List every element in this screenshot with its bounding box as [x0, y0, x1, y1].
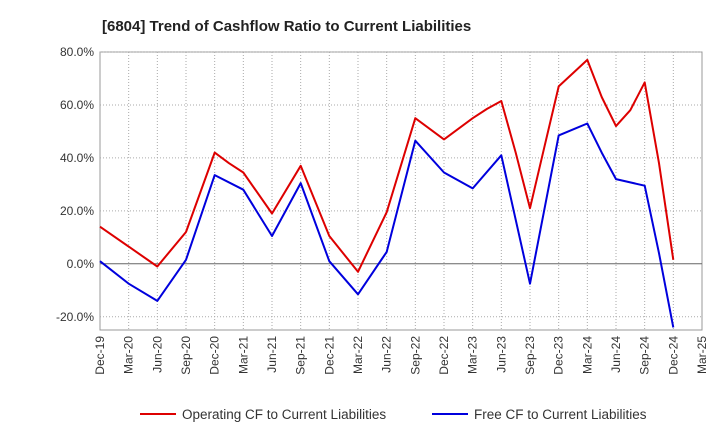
x-axis-tick-labels: Dec-19 Mar-20 Jun-20 Sep-20 Dec-20 Mar-21 Jun-… — [93, 336, 709, 375]
x-tick-label: Sep-23 — [523, 336, 537, 375]
x-tick-label: Jun-20 — [150, 336, 164, 373]
free-cf-line — [99, 122, 675, 328]
x-tick-label: Jun-24 — [609, 336, 623, 373]
chart-title: [6804] Trend of Cashflow Ratio to Curren… — [102, 18, 471, 35]
x-tick-label: Mar-21 — [236, 336, 250, 374]
grid-lines — [100, 51, 702, 330]
operating-cf-line — [99, 58, 675, 273]
x-tick-label: Sep-22 — [408, 336, 422, 375]
y-tick-label: 80.0% — [60, 45, 94, 59]
x-tick-label: Jun-21 — [265, 336, 279, 373]
y-tick-label: 20.0% — [60, 204, 94, 218]
y-axis-tick-labels: 80.0% 60.0% 40.0% 20.0% 0.0% -20.0% — [56, 45, 94, 324]
x-tick-label: Mar-22 — [351, 336, 365, 374]
x-tick-label: Mar-20 — [122, 336, 136, 374]
x-tick-label: Mar-24 — [580, 336, 594, 374]
legend: Operating CF to Current Liabilities Free … — [140, 407, 647, 422]
legend-label-operating-cf: Operating CF to Current Liabilities — [182, 407, 386, 422]
plot-area — [99, 51, 703, 331]
x-tick-label: Jun-23 — [494, 336, 508, 373]
x-tick-label: Dec-19 — [93, 336, 107, 375]
y-tick-label: 0.0% — [67, 257, 95, 271]
x-tick-label: Dec-23 — [552, 336, 566, 375]
legend-label-free-cf: Free CF to Current Liabilities — [474, 407, 647, 422]
x-tick-label: Mar-25 — [695, 336, 709, 374]
x-tick-label: Sep-24 — [638, 336, 652, 375]
x-tick-label: Dec-24 — [666, 336, 680, 375]
y-tick-label: -20.0% — [56, 310, 94, 324]
x-tick-label: Dec-20 — [208, 336, 222, 375]
y-tick-label: 40.0% — [60, 151, 94, 165]
x-tick-label: Dec-21 — [322, 336, 336, 375]
x-tick-label: Sep-20 — [179, 336, 193, 375]
y-tick-label: 60.0% — [60, 98, 94, 112]
x-tick-label: Jun-22 — [380, 336, 394, 373]
x-tick-label: Mar-23 — [466, 336, 480, 374]
x-tick-label: Dec-22 — [437, 336, 451, 375]
x-tick-label: Sep-21 — [294, 336, 308, 375]
data-series — [99, 58, 675, 328]
